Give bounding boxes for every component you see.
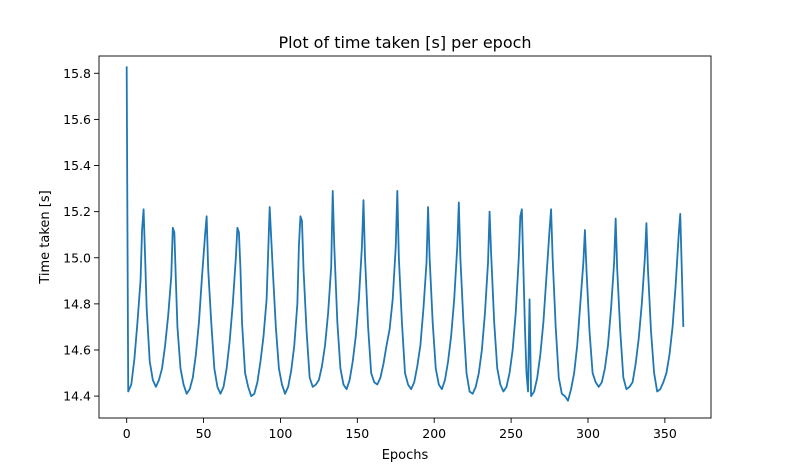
x-tick-label: 350 — [653, 426, 677, 441]
x-tick-label: 150 — [345, 426, 369, 441]
y-tick-label: 15.0 — [63, 250, 91, 265]
y-tick-label: 15.4 — [63, 158, 91, 173]
x-tick-label: 50 — [196, 426, 212, 441]
y-tick-label: 14.4 — [63, 389, 91, 404]
y-tick-label: 15.6 — [63, 112, 91, 127]
x-tick-label: 200 — [422, 426, 446, 441]
y-axis-label: Time taken [s] — [38, 190, 53, 284]
y-tick-label: 14.8 — [63, 296, 91, 311]
x-axis-label: Epochs — [382, 448, 429, 463]
x-ticks: 0 50 100 150 200 250 300 350 — [123, 418, 677, 441]
chart-title: Plot of time taken [s] per epoch — [278, 33, 531, 52]
y-tick-label: 15.8 — [63, 66, 91, 81]
x-tick-label: 250 — [499, 426, 523, 441]
y-tick-label: 15.2 — [63, 204, 91, 219]
y-ticks: 14.4 14.6 14.8 15.0 15.2 15.4 15.6 15.8 — [63, 66, 99, 404]
y-tick-label: 14.6 — [63, 342, 91, 357]
series-line — [125, 66, 685, 402]
x-tick-label: 300 — [576, 426, 600, 441]
x-tick-label: 100 — [269, 426, 293, 441]
plot-area-frame — [98, 55, 712, 419]
x-tick-label: 0 — [123, 426, 131, 441]
series-group — [125, 66, 685, 402]
